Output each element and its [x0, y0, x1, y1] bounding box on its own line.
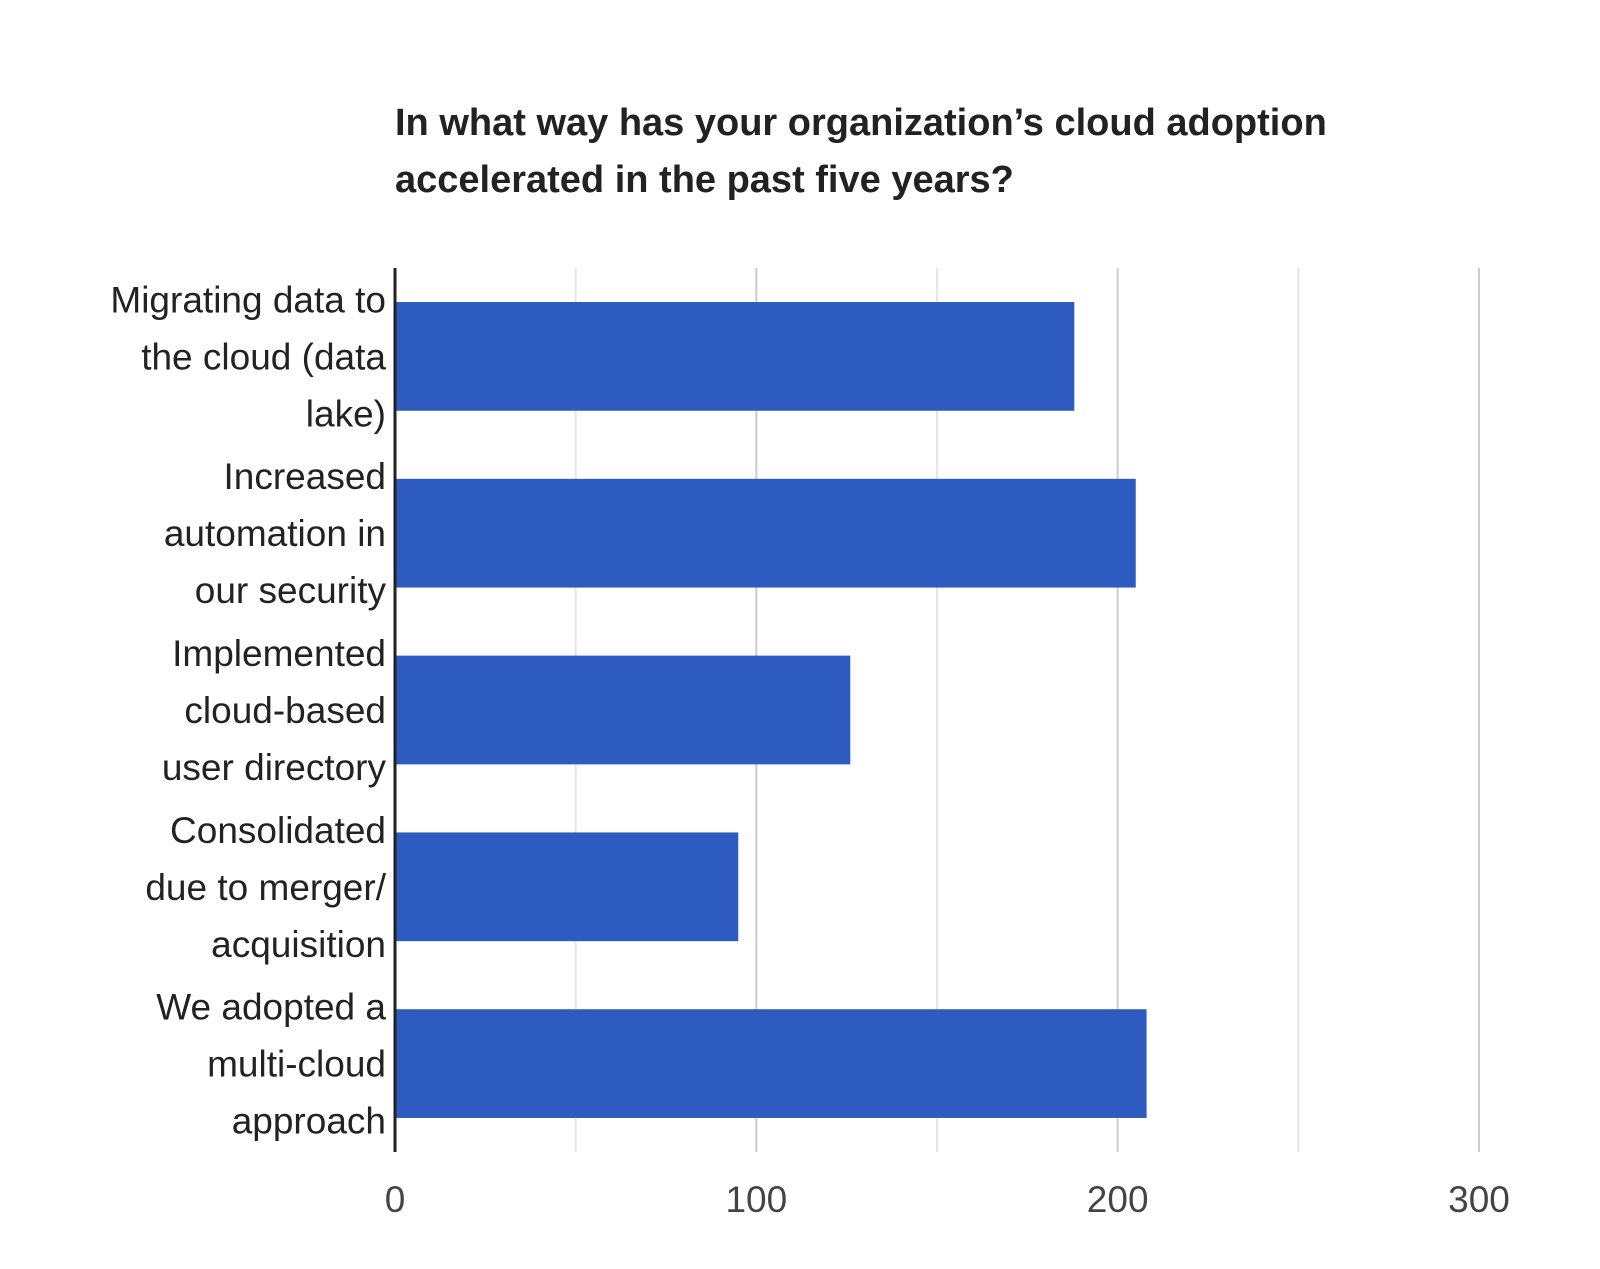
- category-label: automation in: [164, 513, 386, 554]
- category-label: our security: [195, 570, 387, 611]
- category-labels: Migrating data to the cloud (data lake) Inc…: [110, 279, 386, 1141]
- bar: [395, 478, 1136, 588]
- x-tick-label: 100: [725, 1179, 787, 1220]
- category-label: Implemented: [172, 633, 386, 674]
- category-label: Increased: [224, 456, 387, 497]
- category-label: the cloud (data: [141, 336, 386, 377]
- chart-title-line: In what way has your organization’s clou…: [395, 102, 1327, 144]
- x-tick-labels: 0 100 200 300: [385, 1179, 1510, 1220]
- category-label: cloud-based: [184, 690, 386, 731]
- x-tick-label: 0: [385, 1179, 406, 1220]
- gridlines: [574, 268, 1480, 1152]
- category-label: due to merger/: [145, 867, 386, 908]
- category-label: acquisition: [211, 924, 386, 965]
- category-label: user directory: [162, 747, 387, 788]
- bar: [395, 655, 851, 765]
- category-label: Migrating data to: [110, 279, 386, 320]
- chart-title-line: accelerated in the past five years?: [395, 159, 1014, 201]
- x-tick-label: 200: [1087, 1179, 1149, 1220]
- bar: [395, 832, 739, 942]
- category-label: approach: [232, 1101, 386, 1142]
- category-label: Consolidated: [170, 810, 386, 851]
- bars: [395, 302, 1147, 1118]
- category-label: multi-cloud: [207, 1044, 386, 1085]
- category-label: lake): [306, 393, 386, 434]
- category-label: We adopted a: [156, 987, 386, 1028]
- bar: [395, 302, 1075, 411]
- bar: [395, 1009, 1147, 1118]
- x-tick-label: 300: [1448, 1179, 1510, 1220]
- chart-title: In what way has your organization’s clou…: [395, 102, 1327, 201]
